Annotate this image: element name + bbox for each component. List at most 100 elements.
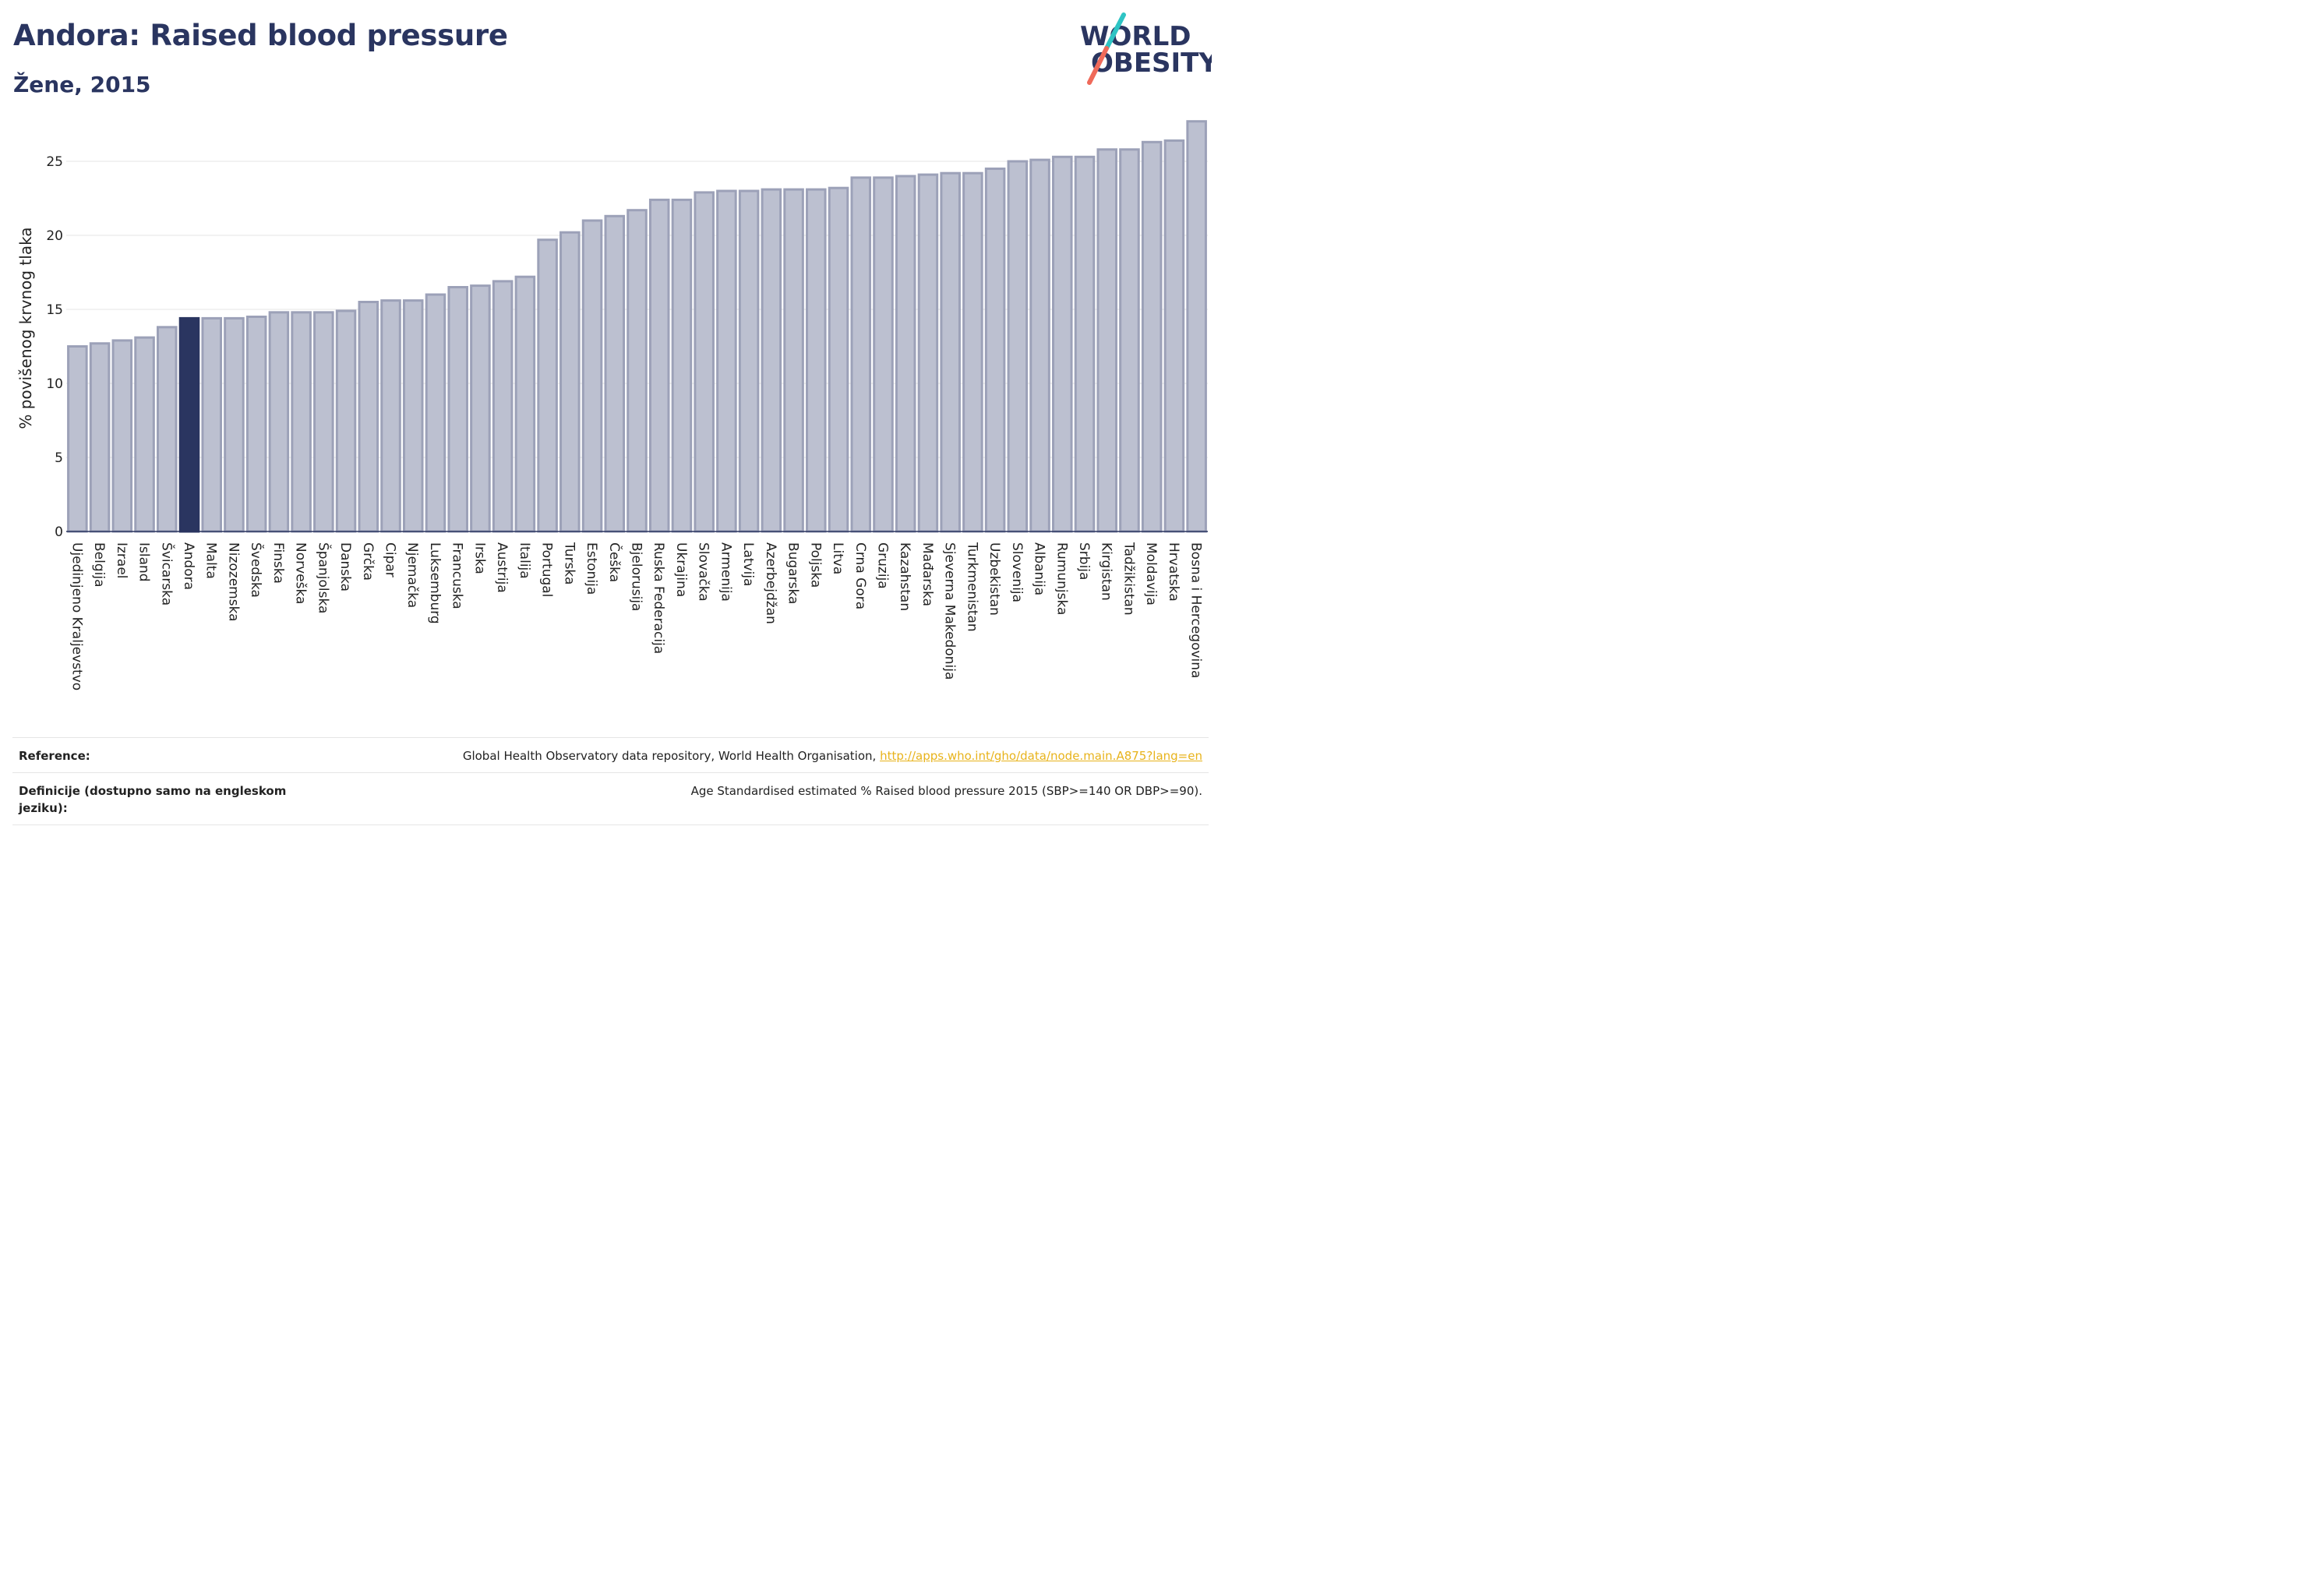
x-tick-label: Nizozemska xyxy=(225,542,241,622)
x-tick-label: Srbija xyxy=(1076,542,1092,580)
x-tick-label: Ujedinjeno Kraljevstvo xyxy=(69,542,84,690)
y-tick-label: 15 xyxy=(46,302,63,318)
bar[interactable] xyxy=(1074,155,1096,533)
bar[interactable] xyxy=(694,191,715,533)
reference-value: Global Health Observatory data repositor… xyxy=(463,747,1202,764)
bar[interactable] xyxy=(581,219,603,533)
logo-slash-coral xyxy=(1087,46,1109,85)
bar[interactable] xyxy=(671,198,693,533)
bar[interactable] xyxy=(268,311,290,533)
bar[interactable] xyxy=(134,336,155,533)
bar[interactable] xyxy=(806,188,827,533)
definition-label: Definicije (dostupno samo na engleskom j… xyxy=(19,784,287,815)
x-tick-label: Turska xyxy=(561,542,577,584)
x-tick-label: Izrael xyxy=(114,542,129,579)
bar[interactable] xyxy=(1052,155,1073,533)
x-tick-label: Armenija xyxy=(718,542,733,602)
bar[interactable] xyxy=(761,188,782,533)
x-tick-label: Njemačka xyxy=(404,542,420,608)
bar[interactable] xyxy=(201,316,222,533)
x-tick-label: Malta xyxy=(203,542,219,579)
x-tick-label: Gruzija xyxy=(874,542,890,589)
x-tick-label: Latvija xyxy=(740,542,756,586)
bar-chart: 0 5 10 15 20 25 Ujedinjeno Kraljevstvo Belgija… xyxy=(16,120,1208,690)
reference-row: Reference: Global Health Observatory dat… xyxy=(12,737,1209,772)
bar[interactable] xyxy=(514,275,536,533)
bar[interactable] xyxy=(940,171,961,533)
bar[interactable] xyxy=(1007,160,1029,533)
bar[interactable] xyxy=(738,189,760,533)
bar[interactable] xyxy=(1029,158,1050,533)
bar[interactable] xyxy=(425,293,447,533)
x-tick-label: Austrija xyxy=(494,542,510,593)
x-tick-label: Belgija xyxy=(91,542,107,588)
x-tick-label: Turkmenistan xyxy=(964,542,980,632)
reference-link[interactable]: http://apps.who.int/gho/data/node.main.A… xyxy=(880,749,1202,763)
bar[interactable] xyxy=(559,231,581,533)
x-tick-label: Portugal xyxy=(539,542,555,597)
bar[interactable] xyxy=(358,301,379,533)
bar[interactable] xyxy=(962,171,983,533)
y-tick-label: 5 xyxy=(55,450,63,466)
bar[interactable] xyxy=(716,189,737,533)
bar[interactable] xyxy=(111,339,133,533)
bar[interactable] xyxy=(89,342,111,533)
bar[interactable] xyxy=(1096,148,1118,533)
bar[interactable] xyxy=(492,280,514,533)
definition-value: Age Standardised estimated % Raised bloo… xyxy=(690,784,1202,798)
x-tick-label: Poljska xyxy=(807,542,823,588)
reference-text: Global Health Observatory data repositor… xyxy=(462,749,881,763)
x-tick-label: Španjolska xyxy=(315,542,332,613)
bar[interactable] xyxy=(537,238,558,533)
bars xyxy=(67,120,1207,533)
x-tick-label: Bosna i Hercegovina xyxy=(1188,542,1204,678)
bar[interactable] xyxy=(895,175,916,533)
y-tick-label: 20 xyxy=(46,228,63,244)
x-tick-label: Češka xyxy=(606,542,623,582)
x-tick-label: Rumunjska xyxy=(1054,542,1069,615)
bar[interactable] xyxy=(648,198,670,533)
x-tick-label: Cipar xyxy=(383,542,398,577)
logo-line2: OBESITY xyxy=(1091,48,1212,79)
x-tick-label: Irska xyxy=(471,542,487,574)
bar[interactable] xyxy=(380,299,401,533)
bar[interactable] xyxy=(470,284,491,533)
y-tick-label: 25 xyxy=(46,154,63,170)
bar[interactable] xyxy=(984,168,1006,533)
x-axis-labels: Ujedinjeno Kraljevstvo Belgija Izrael Islan… xyxy=(69,542,1203,690)
bar[interactable] xyxy=(402,299,424,533)
bar[interactable] xyxy=(447,286,468,533)
bar[interactable] xyxy=(224,316,245,533)
x-tick-label: Italija xyxy=(517,542,532,579)
bar[interactable] xyxy=(828,186,849,533)
bar[interactable] xyxy=(850,176,872,533)
world-obesity-logo: WORLD OBESITY xyxy=(1080,12,1212,85)
bar[interactable] xyxy=(917,173,939,533)
x-tick-label: Litva xyxy=(830,542,845,574)
bar[interactable] xyxy=(1119,148,1140,533)
bar[interactable] xyxy=(335,309,357,533)
bar[interactable] xyxy=(67,345,88,533)
x-tick-label: Albanija xyxy=(1032,542,1047,595)
x-tick-label: Azerbejdžan xyxy=(763,542,778,624)
x-tick-label: Grčka xyxy=(360,542,376,581)
x-tick-label: Hrvatska xyxy=(1166,542,1181,602)
x-tick-label: Andora xyxy=(181,542,196,590)
bar[interactable] xyxy=(291,311,312,533)
bar[interactable] xyxy=(245,316,267,533)
x-tick-label: Kazahstan xyxy=(897,542,912,611)
bar-highlighted[interactable] xyxy=(178,316,200,533)
x-tick-label: Francuska xyxy=(450,542,465,609)
bar[interactable] xyxy=(156,326,178,533)
bar[interactable] xyxy=(1141,140,1163,533)
bar[interactable] xyxy=(604,214,626,533)
bar[interactable] xyxy=(1186,120,1207,533)
bar[interactable] xyxy=(783,188,804,533)
bar[interactable] xyxy=(313,311,334,533)
bar[interactable] xyxy=(627,209,648,533)
bar[interactable] xyxy=(1163,139,1185,533)
x-tick-label: Moldavija xyxy=(1143,542,1159,606)
y-tick-label: 10 xyxy=(46,376,63,392)
x-tick-label: Norveška xyxy=(293,542,309,604)
bar[interactable] xyxy=(873,176,894,533)
